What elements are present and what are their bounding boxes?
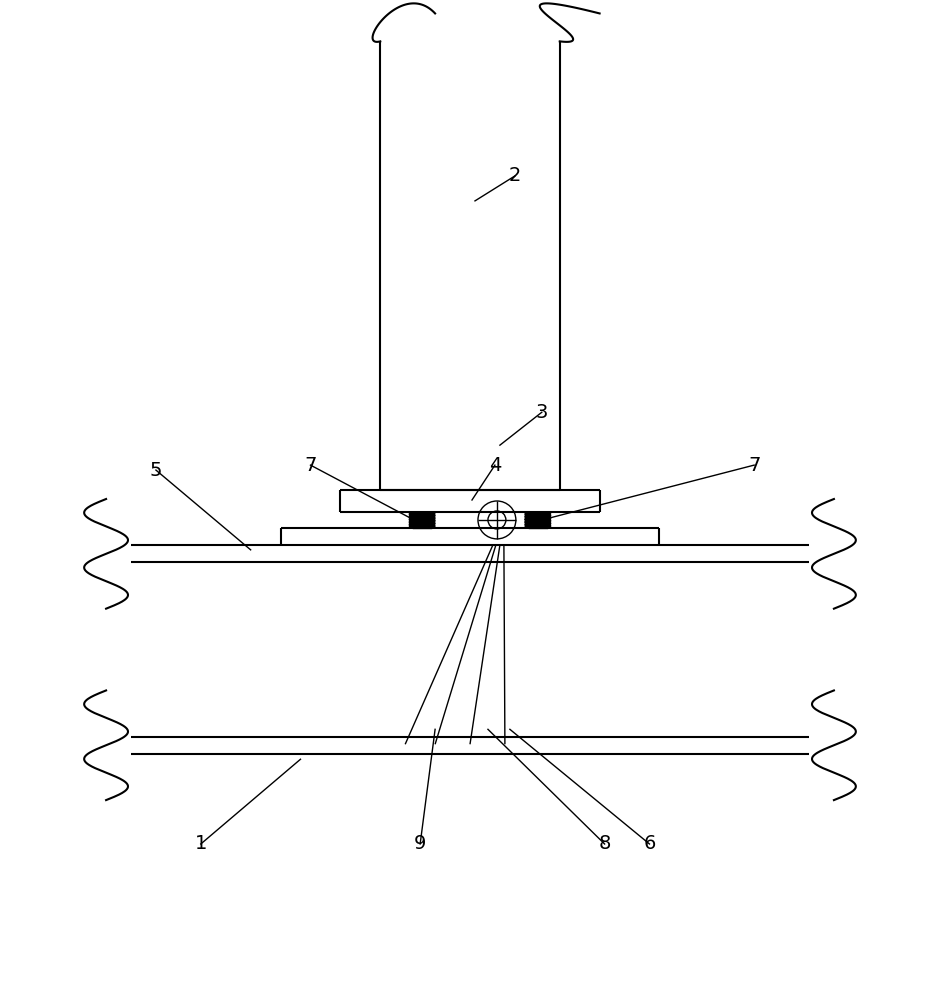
Text: 7: 7 bbox=[748, 456, 760, 475]
Text: 7: 7 bbox=[304, 456, 317, 475]
Text: 2: 2 bbox=[509, 166, 521, 185]
Text: 9: 9 bbox=[414, 834, 426, 853]
Text: 6: 6 bbox=[644, 834, 656, 853]
Text: 1: 1 bbox=[195, 834, 207, 853]
Text: 4: 4 bbox=[488, 456, 502, 475]
Text: 3: 3 bbox=[535, 403, 548, 422]
Text: 5: 5 bbox=[150, 461, 162, 480]
Text: 8: 8 bbox=[598, 834, 611, 853]
